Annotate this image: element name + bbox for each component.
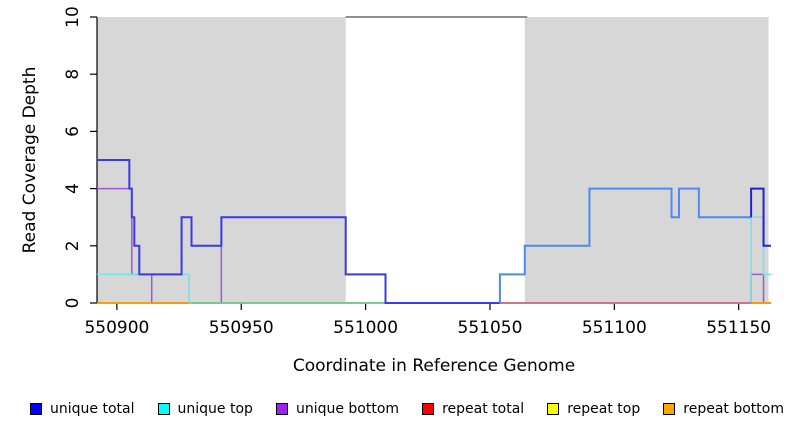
- legend-item: repeat total: [422, 401, 524, 417]
- x-tick-label: 550900: [84, 318, 149, 338]
- x-tick-label: 551000: [333, 318, 398, 338]
- y-tick-label: 2: [63, 240, 83, 251]
- x-axis-label: Coordinate in Reference Genome: [293, 356, 575, 376]
- legend-swatch-repeat-total: [422, 403, 435, 415]
- legend-label: repeat bottom: [683, 401, 784, 417]
- legend-label: repeat top: [567, 401, 641, 417]
- x-tick-label: 551100: [582, 318, 647, 338]
- series-unique-total: [750, 187, 771, 247]
- legend-label: unique total: [50, 401, 135, 417]
- x-tick-label: 550950: [209, 318, 274, 338]
- legend-item: repeat top: [547, 401, 640, 417]
- shaded-regions: [97, 17, 769, 303]
- series-unique-top: [97, 216, 771, 304]
- x-tick-label: 551050: [458, 318, 523, 338]
- legend-item: repeat bottom: [663, 401, 784, 417]
- shaded-region: [524, 17, 769, 303]
- legend-item: unique top: [157, 401, 253, 417]
- legend-label: unique top: [177, 401, 253, 417]
- y-tick-label: 4: [63, 183, 83, 194]
- legend-swatch-unique-bottom: [275, 403, 288, 415]
- y-tick-label: 0: [63, 298, 83, 309]
- legend-swatch-repeat-top: [547, 403, 560, 415]
- legend-label: unique bottom: [295, 401, 400, 417]
- legend-label: repeat total: [442, 401, 525, 417]
- y-tick-label: 6: [63, 126, 83, 137]
- legend-swatch-unique-total: [30, 403, 42, 415]
- y-tick-label: 10: [63, 6, 83, 28]
- legend-item: unique bottom: [275, 401, 400, 417]
- series-unique-total: [97, 159, 500, 304]
- legend-swatch-repeat-bottom: [663, 403, 676, 415]
- legend: unique total unique top unique bottom repea…: [30, 396, 784, 422]
- series-unique-total: [498, 187, 752, 303]
- coverage-plot: 0 2 4 6 8 10 550900 550950 551000 551050 551100 551…: [20, 6, 771, 376]
- legend-swatch-unique-top: [157, 403, 170, 415]
- y-tick-label: 8: [63, 69, 83, 80]
- y-axis-label: Read Coverage Depth: [20, 67, 40, 254]
- series-lines: [97, 159, 771, 304]
- legend-item: unique total: [30, 401, 134, 417]
- x-tick-label: 551150: [706, 318, 771, 338]
